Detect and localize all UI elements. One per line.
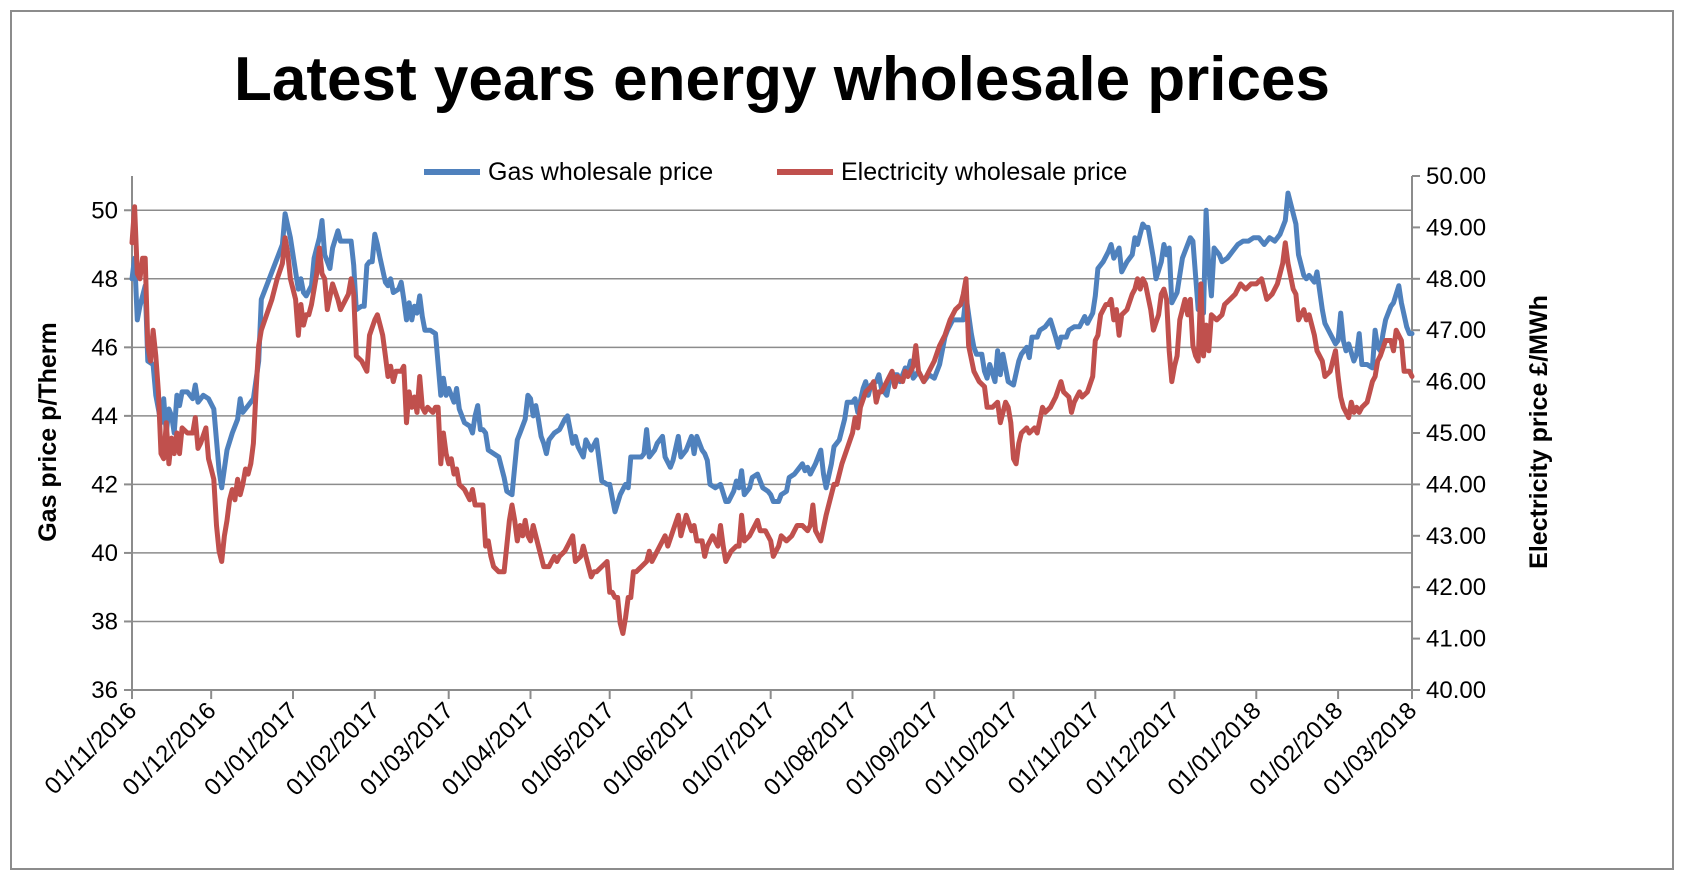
right-tick-label: 48.00 <box>1426 266 1486 293</box>
right-tick-label: 47.00 <box>1426 317 1486 344</box>
gas-price-line <box>129 190 1415 515</box>
left-tick-label: 48 <box>91 266 118 293</box>
series-layer <box>129 190 1415 636</box>
y2-axis-title: Electricity price £/MWh <box>1525 295 1553 569</box>
gridlines <box>132 209 1412 623</box>
left-tick-label: 36 <box>91 677 118 704</box>
left-axis-ticks: 36 38 40 42 44 46 48 50 <box>91 197 132 704</box>
left-tick-label: 44 <box>91 403 118 430</box>
x-axis-ticks: 01/11/201601/12/201601/01/201701/02/2017… <box>39 690 1422 801</box>
left-tick-label: 42 <box>91 471 118 498</box>
right-tick-label: 42.00 <box>1426 574 1486 601</box>
left-tick-label: 50 <box>91 197 118 224</box>
right-tick-label: 49.00 <box>1426 214 1486 241</box>
legend-electricity-label: Electricity wholesale price <box>841 158 1127 186</box>
y-axis-title: Gas price p/Therm <box>34 322 62 542</box>
right-tick-label: 45.00 <box>1426 420 1486 447</box>
right-tick-label: 46.00 <box>1426 369 1486 396</box>
left-tick-label: 38 <box>91 608 118 635</box>
chart-container: Latest years energy wholesale prices Gas… <box>10 10 1674 870</box>
legend-gas-label: Gas wholesale price <box>488 158 713 186</box>
right-tick-label: 44.00 <box>1426 471 1486 498</box>
right-axis-ticks: 40.00 41.00 42.00 43.00 44.00 45.00 46.00 47.00… <box>1412 163 1486 704</box>
chart-title: Latest years energy wholesale prices <box>234 45 1330 114</box>
right-tick-label: 43.00 <box>1426 523 1486 550</box>
chart-canvas: Latest years energy wholesale prices Gas… <box>34 45 1553 801</box>
right-tick-label: 50.00 <box>1426 163 1486 190</box>
right-tick-label: 40.00 <box>1426 677 1486 704</box>
left-tick-label: 40 <box>91 540 118 567</box>
legend: Gas wholesale price Electricity wholesal… <box>424 158 1127 186</box>
right-tick-label: 41.00 <box>1426 626 1486 653</box>
left-tick-label: 46 <box>91 334 118 361</box>
electricity-price-line <box>129 204 1415 636</box>
